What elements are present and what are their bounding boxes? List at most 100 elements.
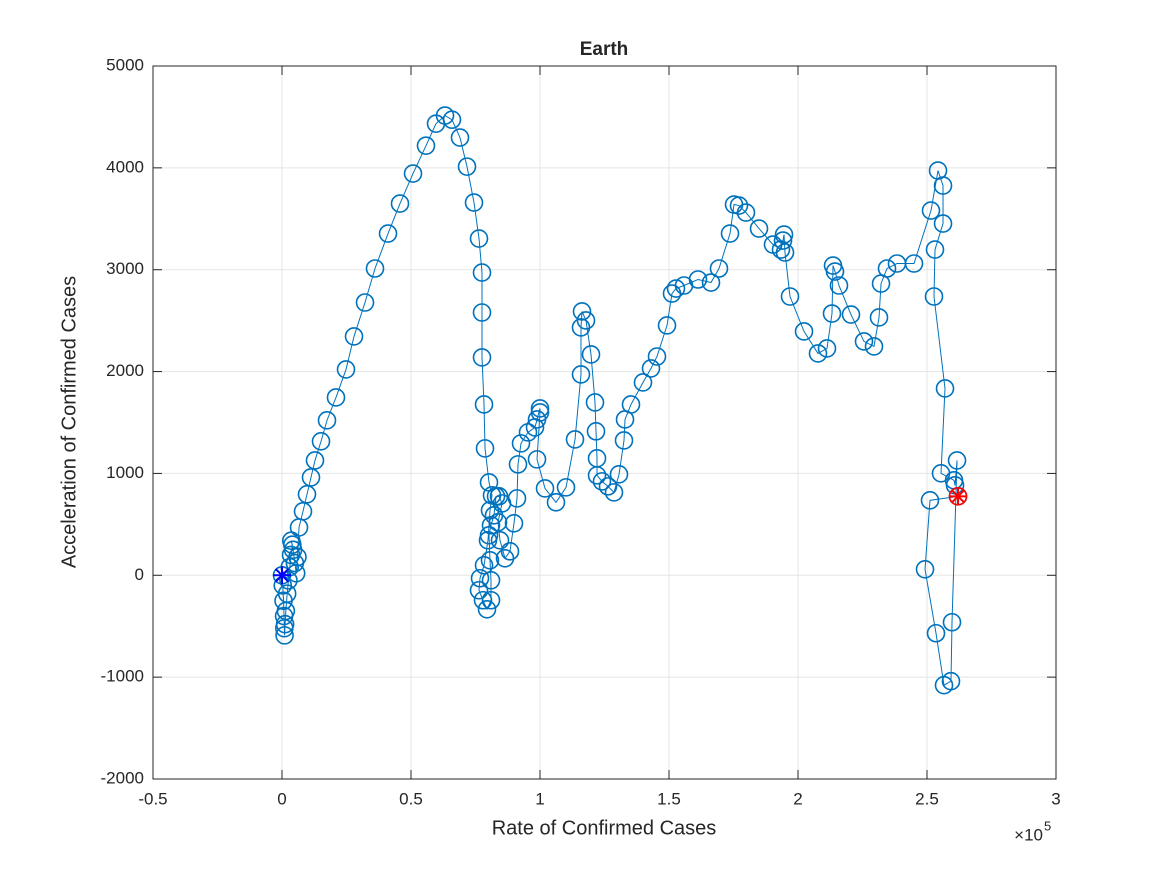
data-point <box>365 259 385 278</box>
data-point <box>472 303 492 322</box>
data-point <box>709 259 729 278</box>
data-point <box>326 388 346 407</box>
data-point <box>565 430 585 449</box>
data-point <box>275 626 294 645</box>
data-point <box>301 468 321 487</box>
data-point <box>701 273 721 292</box>
x-tick-label: -0.5 <box>138 789 167 808</box>
data-point <box>773 231 793 250</box>
x-tick-label: 0 <box>277 789 286 808</box>
data-point <box>864 337 884 356</box>
data-point <box>720 224 740 243</box>
data-point <box>344 327 364 346</box>
data-point <box>355 293 375 312</box>
x-tick-label: 2 <box>793 789 802 808</box>
data-point <box>336 360 356 379</box>
y-tick-label: 1000 <box>106 463 144 482</box>
data-point <box>450 128 470 147</box>
data-point <box>924 287 944 306</box>
data-point <box>488 513 508 532</box>
data-point <box>457 157 477 176</box>
data-point <box>546 493 566 512</box>
data-point <box>507 489 527 508</box>
data-point <box>604 483 624 502</box>
data-point <box>825 262 845 281</box>
data-point <box>808 344 828 363</box>
y-tick-label: 5000 <box>106 55 144 74</box>
x-tick-label: 0.5 <box>399 789 423 808</box>
data-point <box>473 590 493 610</box>
data-point <box>621 395 641 414</box>
start-marker <box>273 566 291 585</box>
data-point <box>877 259 897 278</box>
data-point <box>942 612 962 632</box>
y-tick-label: 3000 <box>106 259 144 278</box>
data-point <box>475 439 495 458</box>
data-point <box>311 432 331 451</box>
data-point <box>592 472 612 491</box>
series-line <box>281 114 959 686</box>
data-point <box>647 347 667 366</box>
data-point <box>817 339 837 358</box>
data-point <box>504 514 524 533</box>
data-point <box>921 201 941 220</box>
data-point <box>477 600 497 619</box>
data-point <box>490 531 510 550</box>
data-point <box>614 431 634 450</box>
data-point <box>527 450 547 469</box>
data-point <box>586 422 606 441</box>
data-point <box>297 485 317 504</box>
y-tick-label: -2000 <box>101 768 144 787</box>
data-point <box>829 276 849 295</box>
data-point <box>481 590 501 610</box>
y-tick-label: -1000 <box>101 667 144 686</box>
data-point <box>736 203 756 222</box>
data-point <box>464 193 484 212</box>
data-point <box>920 491 940 510</box>
data-point <box>293 502 313 521</box>
y-tick-label: 2000 <box>106 361 144 380</box>
data-point <box>633 373 653 392</box>
data-point <box>511 434 531 453</box>
y-axis-label: Acceleration of Confirmed Cases <box>58 276 80 568</box>
data-point <box>530 403 550 422</box>
x-tick-label: 3 <box>1051 789 1060 808</box>
data-point <box>481 570 501 590</box>
data-point <box>947 451 967 470</box>
x-tick-label: 1 <box>535 789 544 808</box>
data-point <box>474 395 494 414</box>
x-tick-label: 1.5 <box>657 789 681 808</box>
data-point <box>480 551 500 570</box>
x-multiplier-exponent: 5 <box>1044 818 1051 833</box>
data-point <box>869 308 889 327</box>
x-axis-label: Rate of Confirmed Cases <box>492 817 717 839</box>
data-point <box>403 164 423 183</box>
data-point <box>416 136 436 155</box>
data-point <box>469 229 489 248</box>
x-multiplier: ×10 <box>1014 825 1043 844</box>
data-point <box>771 240 791 259</box>
data-point <box>609 465 629 484</box>
data-point <box>854 332 874 351</box>
data-point <box>275 614 295 634</box>
end-marker <box>949 487 968 506</box>
data-point <box>317 411 337 430</box>
data-point <box>926 623 946 643</box>
y-tick-label: 0 <box>135 565 144 584</box>
chart-title: Earth <box>580 39 629 60</box>
data-point <box>904 254 924 273</box>
data-point <box>641 359 661 378</box>
data-point <box>470 568 490 588</box>
data-point <box>500 542 520 561</box>
data-point <box>535 479 555 498</box>
data-point <box>598 477 618 496</box>
data-point <box>508 455 528 474</box>
data-point <box>474 556 494 575</box>
data-point <box>587 466 607 485</box>
data-point <box>775 243 795 262</box>
data-point <box>472 263 492 282</box>
data-point <box>780 287 800 306</box>
data-point <box>556 478 576 497</box>
data-point <box>657 316 677 335</box>
